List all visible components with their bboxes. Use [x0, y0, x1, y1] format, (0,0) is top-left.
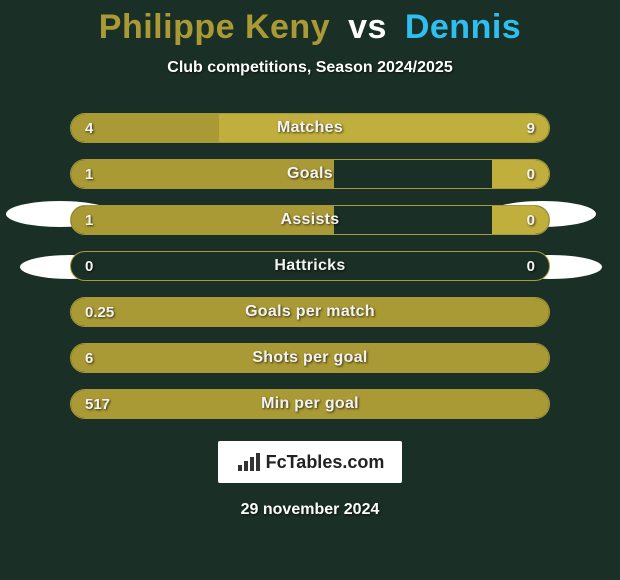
- stat-row: 6Shots per goal: [70, 343, 550, 373]
- stat-row: 517Min per goal: [70, 389, 550, 419]
- stat-label: Min per goal: [71, 390, 549, 418]
- stat-row: 10Assists: [70, 205, 550, 235]
- stats-rows: 49Matches 10Goals 10Assists 00Hattricks 0.25…: [70, 113, 550, 419]
- bar-chart-icon: [236, 451, 262, 473]
- stat-row: 0.25Goals per match: [70, 297, 550, 327]
- comparison-title: Philippe Keny vs Dennis: [0, 0, 620, 47]
- stat-row: 00Hattricks: [70, 251, 550, 281]
- stat-label: Goals: [71, 160, 549, 188]
- stat-label: Shots per goal: [71, 344, 549, 372]
- stat-label: Goals per match: [71, 298, 549, 326]
- branding-text: FcTables.com: [266, 452, 385, 473]
- vs-label: vs: [348, 8, 387, 46]
- subtitle: Club competitions, Season 2024/2025: [0, 59, 620, 77]
- stat-row: 10Goals: [70, 159, 550, 189]
- date-label: 29 november 2024: [0, 501, 620, 519]
- player2-name: Dennis: [405, 8, 521, 46]
- player1-name: Philippe Keny: [99, 8, 330, 46]
- stat-row: 49Matches: [70, 113, 550, 143]
- stat-label: Matches: [71, 114, 549, 142]
- stat-label: Hattricks: [71, 252, 549, 280]
- stat-label: Assists: [71, 206, 549, 234]
- branding-badge: FcTables.com: [218, 441, 402, 483]
